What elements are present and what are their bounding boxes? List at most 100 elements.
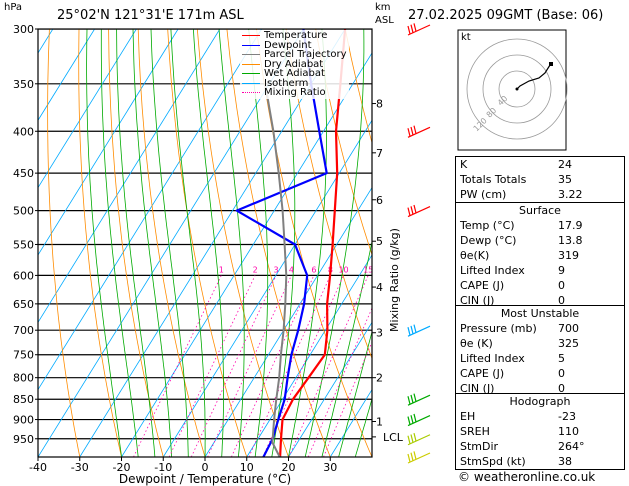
hodograph-value: -23: [558, 410, 576, 423]
wind-barb-flag: [413, 451, 417, 460]
legend-item: Isotherm: [242, 77, 347, 89]
surface-row: Temp (°C) 17.9: [456, 218, 624, 233]
surface-row: CIN (J) 0: [456, 293, 624, 308]
x-axis-title: Dewpoint / Temperature (°C): [119, 472, 291, 486]
legend-item: Dewpoint: [242, 39, 347, 51]
wet-adiabat: [288, 29, 327, 457]
series-parcel-trajectory: [264, 83, 288, 457]
x-tick-label: 20: [282, 461, 296, 474]
wet-adiabat: [218, 29, 245, 457]
x-tick-label: -30: [71, 461, 89, 474]
wind-barb-flag: [407, 25, 411, 35]
wind-barb-staff: [407, 206, 431, 218]
hodograph-panel: Hodograph EH -23 SREH 110 StmDir 264° StmSp…: [455, 393, 625, 470]
hodograph-origin: [515, 87, 519, 91]
wind-barb-flag: [407, 416, 411, 425]
surface-row: θe(K) 319: [456, 248, 624, 263]
index-value: 35: [558, 173, 572, 186]
wind-barb-flag: [407, 128, 411, 137]
series-dewpoint: [235, 29, 328, 457]
mixing-ratio-label: 6: [311, 265, 316, 274]
index-label: Totals Totals: [460, 173, 527, 186]
wind-barb-staff: [407, 126, 431, 138]
wind-barb-flag: [410, 126, 414, 136]
wet-adiabat: [304, 29, 365, 457]
legend-item: Dry Adiabat: [242, 59, 347, 70]
km-tick-label: 3: [376, 327, 383, 340]
surface-row: Lifted Index 9: [456, 263, 624, 278]
wet-adiabat: [193, 29, 224, 457]
index-row: K 24: [456, 157, 624, 172]
wet-adiabat: [150, 29, 189, 457]
wind-barb-staff: [407, 452, 431, 464]
wind-barb-flag: [413, 393, 417, 402]
wind-barb-staff: [407, 325, 431, 337]
wind-barb-flag: [413, 413, 417, 423]
surface-label: CAPE (J): [460, 279, 505, 292]
hodograph-value: 38: [558, 455, 572, 468]
legend-item: Temperature: [242, 31, 347, 41]
surface-label: θe(K): [460, 249, 490, 262]
surface-value: 0: [558, 294, 565, 307]
wet-adiabat: [116, 29, 156, 457]
x-tick-label: 30: [323, 461, 337, 474]
hodograph-ring: [466, 38, 568, 140]
pressure-tick-label: 500: [13, 205, 34, 218]
hodograph-value: 110: [558, 425, 579, 438]
isotherm-line: [38, 29, 137, 189]
wind-barb-flag: [410, 325, 414, 335]
mixing-ratio-label: 3: [274, 265, 279, 274]
hodograph-label: StmSpd (kt): [460, 455, 526, 468]
index-value: 24: [558, 158, 572, 171]
most-unstable-panel: Most Unstable Pressure (mb) 700 θe (K) 325…: [455, 305, 625, 397]
km-tick-label: 7: [376, 147, 383, 160]
km-tick-label: 4: [376, 281, 383, 294]
mixing-ratio-label: 1: [219, 265, 224, 274]
mixing-ratio-label: 4: [289, 265, 294, 274]
unstable-row: Pressure (mb) 700: [456, 321, 624, 336]
legend-label: Parcel Trajectory: [264, 49, 347, 60]
hodograph-label: SREH: [460, 425, 490, 438]
hodograph-title: Hodograph: [509, 395, 571, 408]
wind-barb-flag: [413, 433, 417, 442]
isotherm-line: [246, 254, 372, 457]
surface-label: Dewp (°C): [460, 234, 517, 247]
km-tick-label: 8: [376, 98, 383, 111]
hodograph-value: 264°: [558, 440, 585, 453]
wind-barb: [407, 23, 431, 36]
unstable-label: CAPE (J): [460, 367, 505, 380]
isotherm-line: [204, 186, 372, 457]
x-tick-label: -20: [113, 461, 131, 474]
km-tick-label: LCL: [383, 431, 404, 444]
series-temperature: [279, 29, 347, 457]
isotherm-line: [0, 29, 11, 457]
pressure-tick-label: 450: [13, 167, 34, 180]
isotherm-line: [38, 29, 262, 391]
wind-barb-flag: [413, 204, 417, 214]
wind-barb-flag: [407, 207, 411, 216]
wet-adiabat: [338, 330, 372, 457]
legend-label: Isotherm: [264, 77, 309, 89]
unstable-row: θe (K) 325: [456, 336, 624, 351]
isotherm-line: [38, 29, 304, 457]
hodograph-row: StmDir 264°: [456, 439, 624, 454]
unstable-label: Lifted Index: [460, 352, 525, 365]
unstable-row: CIN (J) 0: [456, 381, 624, 396]
km-tick-label: 2: [376, 372, 383, 385]
legend-label: Dewpoint: [264, 39, 312, 51]
surface-value: 17.9: [558, 219, 583, 232]
mixing-ratio-label: 15: [363, 265, 373, 274]
x-tick-label: 10: [240, 461, 254, 474]
wet-adiabat: [86, 29, 122, 457]
index-row: Totals Totals 35: [456, 172, 624, 187]
wind-barb-staff: [407, 434, 431, 446]
x-tick-label: -40: [29, 461, 47, 474]
x-tick-label: 0: [202, 461, 209, 474]
isotherm-line: [288, 321, 372, 457]
hodograph-row: StmSpd (kt) 38: [456, 454, 624, 469]
dry-adiabat: [108, 29, 164, 457]
datetime-label: 27.02.2025 09GMT (Base: 06): [408, 8, 604, 23]
mixing-ratio-label: 2: [253, 265, 258, 274]
wind-barb: [407, 433, 431, 446]
